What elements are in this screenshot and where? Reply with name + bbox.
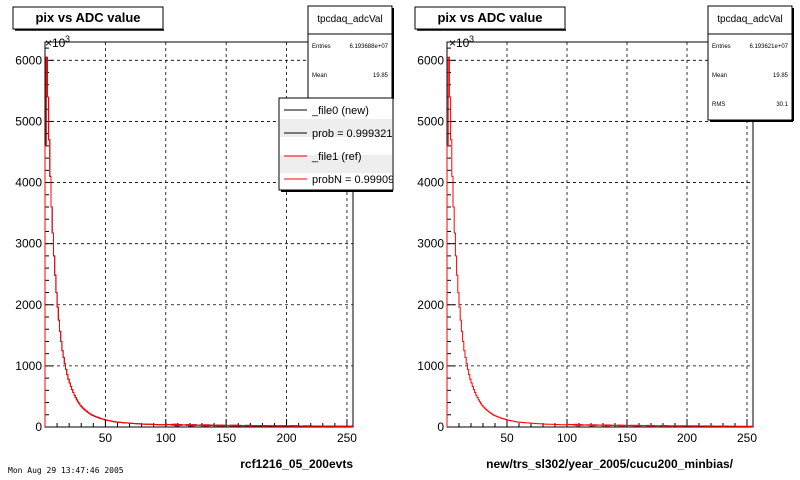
stats-value: 6.193688e+07	[349, 44, 388, 50]
footer-timestamp: Mon Aug 29 13:47:46 2005	[8, 466, 124, 475]
legend-row-bg	[280, 119, 392, 137]
y-tick-label: 3000	[417, 237, 444, 251]
y-tick-label: 4000	[15, 176, 42, 190]
series-line-2	[44, 56, 353, 428]
stats-label: Mean	[712, 73, 727, 79]
y-tick-label: 6000	[15, 53, 42, 67]
stats-label: Mean	[312, 73, 327, 79]
legend-box	[278, 97, 394, 191]
x-axis-label: rcf1216_05_200evts	[240, 457, 353, 471]
y-tick-label: 5000	[15, 114, 42, 128]
x-tick-label: 150	[617, 431, 637, 445]
x-tick-label: 150	[216, 431, 236, 445]
stats-label: Entries	[712, 44, 731, 50]
x-tick-label: 200	[277, 431, 297, 445]
stats-name: tpcdaq_adcVal	[317, 14, 382, 25]
y-tick-label: 3000	[15, 237, 42, 251]
x-tick-label: 250	[737, 431, 757, 445]
y-tick-label: 1000	[417, 359, 444, 373]
chart-panel-1: 50 100 150 200 250 0 1000 2000 3000 4000 5000 6000×…	[5, 5, 398, 471]
legend-label: prob = 0.999321	[312, 128, 392, 140]
x-tick-label: 100	[557, 431, 577, 445]
stats-label: RMS	[712, 102, 725, 108]
y-tick-label: 1000	[15, 359, 42, 373]
y-tick-label: 5000	[417, 114, 444, 128]
y-tick-label: 6000	[417, 53, 444, 67]
y-multiplier: ×10	[449, 36, 470, 50]
legend-label: probN = 0.99909	[312, 174, 394, 186]
y-multiplier-exponent: 3	[65, 34, 70, 44]
chart-panel-2: 50 100 150 200 250 0 1000 2000 3000 4000 5000 6000 ×…	[403, 5, 796, 471]
y-multiplier: ×10	[45, 36, 66, 50]
x-tick-label: 50	[500, 431, 514, 445]
legend-label: _file1 (ref)	[311, 151, 362, 163]
title-box	[414, 6, 566, 30]
y-tick-label: 4000	[417, 176, 444, 190]
x-tick-label: 200	[677, 431, 697, 445]
stats-value: 30.1	[776, 102, 788, 108]
y-tick-label: 0	[437, 420, 444, 434]
legend-row-bg	[280, 155, 392, 173]
y-multiplier-exponent: 3	[469, 34, 474, 44]
legend-entries: _file0 (new) prob = 0.999321 _file1 (ref) p…	[284, 105, 394, 186]
series-line-1	[446, 56, 753, 428]
y-tick-label: 2000	[417, 298, 444, 312]
y-tick-label: 2000	[15, 298, 42, 312]
x-tick-label: 100	[156, 431, 176, 445]
stats-box	[307, 5, 393, 99]
stats-value: 19.85	[773, 73, 789, 79]
chart-title: pix vs ADC value	[35, 10, 140, 25]
x-tick-label: 50	[99, 431, 113, 445]
stats-label: Entries	[312, 44, 331, 50]
y-tick-label: 0	[35, 420, 42, 434]
stats-value: 19.85	[373, 73, 389, 79]
stats-value: 6.193621e+07	[749, 44, 788, 50]
stats-name: tpcdaq_adcVal	[717, 14, 782, 25]
title-box	[12, 6, 164, 30]
x-axis-label: new/trs_sl302/year_2005/cucu200_minbias/	[486, 457, 733, 471]
legend-label: _file0 (new)	[311, 105, 369, 117]
chart-title: pix vs ADC value	[437, 10, 542, 25]
x-tick-label: 250	[337, 431, 357, 445]
stats-box	[707, 5, 793, 121]
